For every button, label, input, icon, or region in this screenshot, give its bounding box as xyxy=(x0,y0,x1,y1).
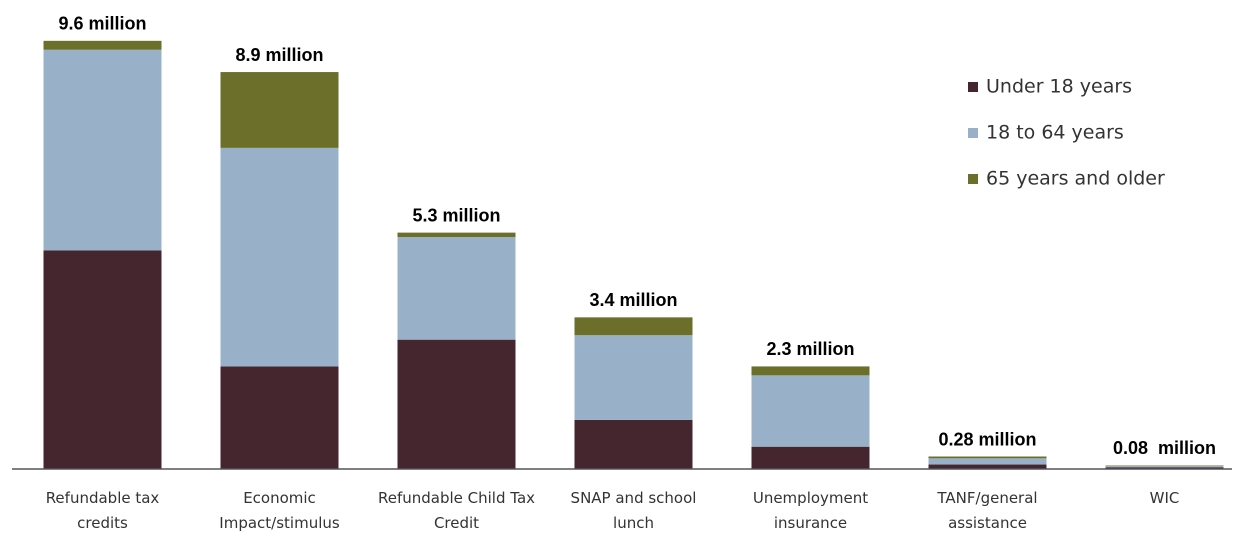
total-label: 3.4 million xyxy=(589,290,677,310)
bar-segment xyxy=(751,375,870,447)
bar-segment xyxy=(928,456,1047,459)
total-label: 0.08 million xyxy=(1113,438,1216,458)
total-label: 8.9 million xyxy=(235,45,323,65)
total-label: 9.6 million xyxy=(58,14,146,34)
x-tick-label: TANF/general assistance xyxy=(937,489,1038,532)
legend-swatch xyxy=(968,128,978,138)
bar-segment xyxy=(397,339,516,469)
bar-segment xyxy=(43,40,162,50)
total-label: 2.3 million xyxy=(766,339,854,359)
bar-segment xyxy=(574,419,693,469)
x-tick-label: Refundable tax credits xyxy=(45,489,160,532)
x-tick-label: Unemployment insurance xyxy=(752,489,869,532)
bar-segment xyxy=(574,317,693,336)
total-label: 5.3 million xyxy=(412,205,500,225)
bar-segment xyxy=(220,366,339,469)
bar-segment xyxy=(751,446,870,469)
bar-segment xyxy=(1105,465,1224,468)
bar-segment xyxy=(1105,467,1224,469)
bar-segment xyxy=(574,335,693,420)
bar-segment xyxy=(397,232,516,238)
bar-segment xyxy=(43,250,162,469)
bar-segment xyxy=(220,147,339,367)
bar-segment xyxy=(43,49,162,251)
x-tick-label: WIC xyxy=(1149,489,1180,507)
bar-segment xyxy=(928,458,1047,465)
legend-label: 65 years and older xyxy=(986,168,1165,190)
x-tick-label: Economic Impact/stimulus xyxy=(219,489,340,532)
legend-swatch xyxy=(968,174,978,184)
total-label: 0.28 million xyxy=(938,429,1036,449)
legend-label: 18 to 64 years xyxy=(986,122,1124,144)
x-tick-label: Refundable Child Tax Credit xyxy=(377,489,536,532)
legend-swatch xyxy=(968,82,978,92)
x-tick-label: SNAP and school lunch xyxy=(570,489,697,532)
bar-segment xyxy=(220,72,339,148)
bar-segment xyxy=(928,464,1047,469)
legend-label: Under 18 years xyxy=(986,76,1132,98)
bar-segment xyxy=(397,237,516,340)
bar-segment xyxy=(751,366,870,376)
